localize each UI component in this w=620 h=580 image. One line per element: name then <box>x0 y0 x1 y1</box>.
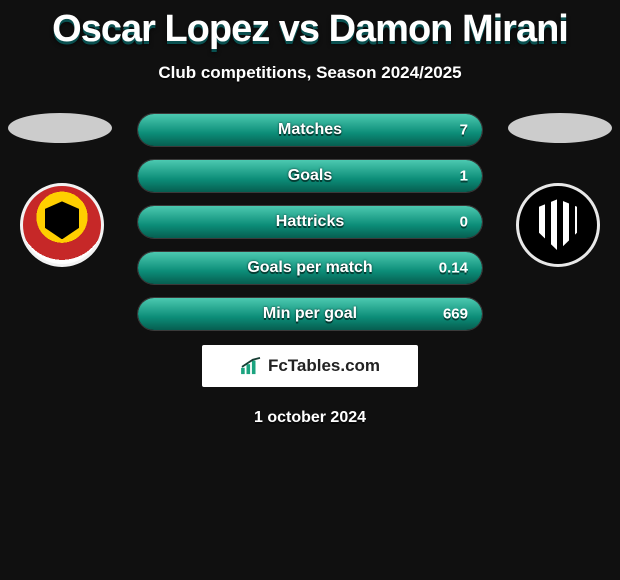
brand-text: FcTables.com <box>268 356 380 376</box>
stat-label: Hattricks <box>276 213 344 231</box>
page-title: Oscar Lopez vs Damon Mirani <box>0 0 620 51</box>
stat-value: 1 <box>460 168 468 185</box>
stat-value: 669 <box>443 306 468 323</box>
bar-chart-icon <box>240 357 262 375</box>
comparison-panel: Matches 7 Goals 1 Hattricks 0 Goals per … <box>0 113 620 427</box>
stat-value: 0.14 <box>439 260 468 277</box>
club-logo-right <box>516 183 600 267</box>
club-logo-left <box>20 183 104 267</box>
stat-label: Goals per match <box>247 259 372 277</box>
stat-value: 0 <box>460 214 468 231</box>
stat-label: Matches <box>278 121 342 139</box>
player-marker-left <box>8 113 112 143</box>
stat-bars: Matches 7 Goals 1 Hattricks 0 Goals per … <box>137 113 483 331</box>
subtitle: Club competitions, Season 2024/2025 <box>0 63 620 83</box>
stat-row: Matches 7 <box>137 113 483 147</box>
player-marker-right <box>508 113 612 143</box>
stat-label: Goals <box>288 167 332 185</box>
stat-row: Goals 1 <box>137 159 483 193</box>
stat-row: Goals per match 0.14 <box>137 251 483 285</box>
stat-row: Min per goal 669 <box>137 297 483 331</box>
stat-value: 7 <box>460 122 468 139</box>
brand-badge: FcTables.com <box>202 345 418 387</box>
stat-label: Min per goal <box>263 305 357 323</box>
date-label: 1 october 2024 <box>0 409 620 427</box>
stat-row: Hattricks 0 <box>137 205 483 239</box>
